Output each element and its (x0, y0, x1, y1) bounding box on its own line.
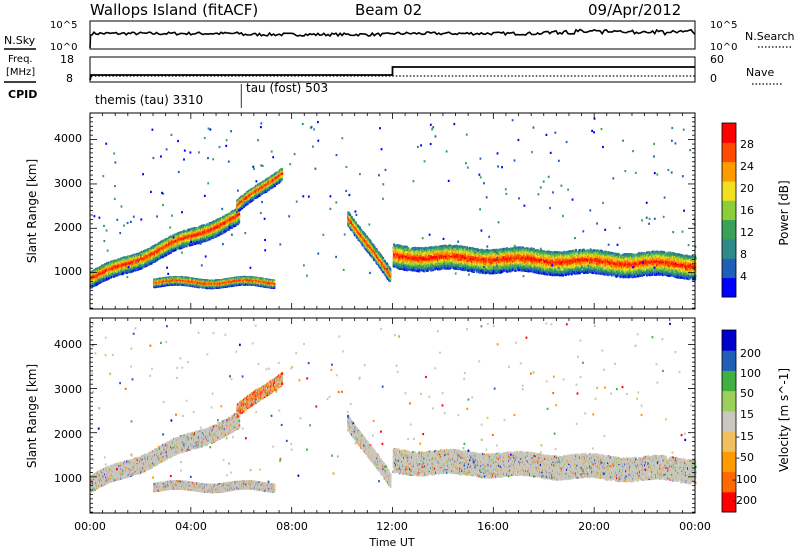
vel-cbar-tick-neg200: -200 (732, 494, 757, 507)
nave-tick-bottom: 0 (710, 72, 717, 85)
power-cbar-label: Power [dB] (777, 180, 791, 245)
frequency-series (90, 67, 695, 80)
beam-title: Beam 02 (355, 1, 422, 19)
power-ytick-1000: 1000 (54, 265, 82, 278)
xtick-0400: 04:00 (175, 520, 207, 533)
power-ylabel: Slant Range [km] (25, 159, 39, 263)
vel-cbar-tick-50: 50 (740, 387, 754, 400)
power-cbar-tick-24: 24 (740, 160, 754, 173)
vel-cbar-tick-neg50: -50 (736, 451, 754, 464)
freq-label: Freq. (8, 54, 33, 65)
vel-cbar-tick-neg15: -15 (736, 430, 754, 443)
cpid-panel: CPID themis (tau) 3310 tau (fost) 503 (8, 81, 328, 108)
velocity-scatter-data (90, 323, 697, 494)
velocity-panel: Slant Range [km] 1000 2000 3000 4000 00:… (25, 318, 791, 549)
power-ytick-3000: 3000 (54, 177, 82, 190)
velocity-ytick-4000: 4000 (54, 338, 82, 351)
freq-unit: [MHz] (6, 67, 35, 78)
velocity-cbar-label: Velocity [m s^-1] (777, 368, 791, 472)
cpid-segment-2: tau (fost) 503 (246, 81, 328, 95)
rti-plot: Wallops Island (fitACF) Beam 02 09/Apr/2… (0, 0, 800, 554)
freq-tick-bottom: 8 (66, 72, 73, 85)
vel-cbar-tick-100: 100 (740, 367, 761, 380)
noise-panel: N.Sky 10^5 10^0 10^5 10^0 N.Search (4, 20, 795, 53)
power-cbar-tick-8: 8 (740, 248, 747, 261)
vel-cbar-tick-200: 200 (740, 347, 761, 360)
nave-tick-top: 60 (710, 53, 724, 66)
noise-left-tick-bottom: 10^0 (50, 42, 77, 53)
velocity-ytick-1000: 1000 (54, 472, 82, 485)
noise-right-tick-top: 10^5 (710, 20, 737, 31)
power-scatter-data (90, 118, 697, 290)
velocity-ytick-2000: 2000 (54, 428, 82, 441)
power-ytick-2000: 2000 (54, 221, 82, 234)
noise-left-tick-top: 10^5 (50, 20, 77, 31)
power-cbar-tick-28: 28 (740, 138, 754, 151)
power-cbar-tick-12: 12 (740, 226, 754, 239)
xtick-0800: 08:00 (276, 520, 308, 533)
date-title: 09/Apr/2012 (588, 1, 681, 19)
xtick-2000: 20:00 (578, 520, 610, 533)
noise-right-tick-bottom: 10^0 (710, 42, 737, 53)
freq-tick-top: 18 (60, 53, 74, 66)
xlabel: Time UT (368, 536, 414, 549)
cpid-label: CPID (8, 88, 37, 101)
nave-label: Nave (746, 66, 774, 79)
velocity-ylabel: Slant Range [km] (25, 364, 39, 468)
velocity-ytick-3000: 3000 (54, 383, 82, 396)
xtick-2400: 00:00 (679, 520, 711, 533)
power-ytick-4000: 4000 (54, 132, 82, 145)
power-cbar-tick-4: 4 (740, 270, 747, 283)
xtick-1200: 12:00 (376, 520, 408, 533)
power-cbar-tick-16: 16 (740, 204, 754, 217)
cpid-segment-1: themis (tau) 3310 (95, 93, 203, 107)
vel-cbar-tick-neg100: -100 (732, 473, 757, 486)
station-title: Wallops Island (fitACF) (90, 1, 258, 19)
frequency-panel: Freq. [MHz] 18 8 60 0 Nave (4, 53, 782, 85)
power-colorbar (722, 123, 736, 298)
noise-sky-series (90, 30, 695, 49)
xtick-0000: 00:00 (74, 520, 106, 533)
power-panel: Slant Range [km] 1000 2000 3000 4000 4 8… (25, 113, 791, 309)
vel-cbar-tick-15: 15 (740, 408, 754, 421)
xtick-1600: 16:00 (477, 520, 509, 533)
power-cbar-tick-20: 20 (740, 182, 754, 195)
noise-left-label: N.Sky (4, 34, 36, 47)
noise-right-label: N.Search (745, 30, 795, 43)
